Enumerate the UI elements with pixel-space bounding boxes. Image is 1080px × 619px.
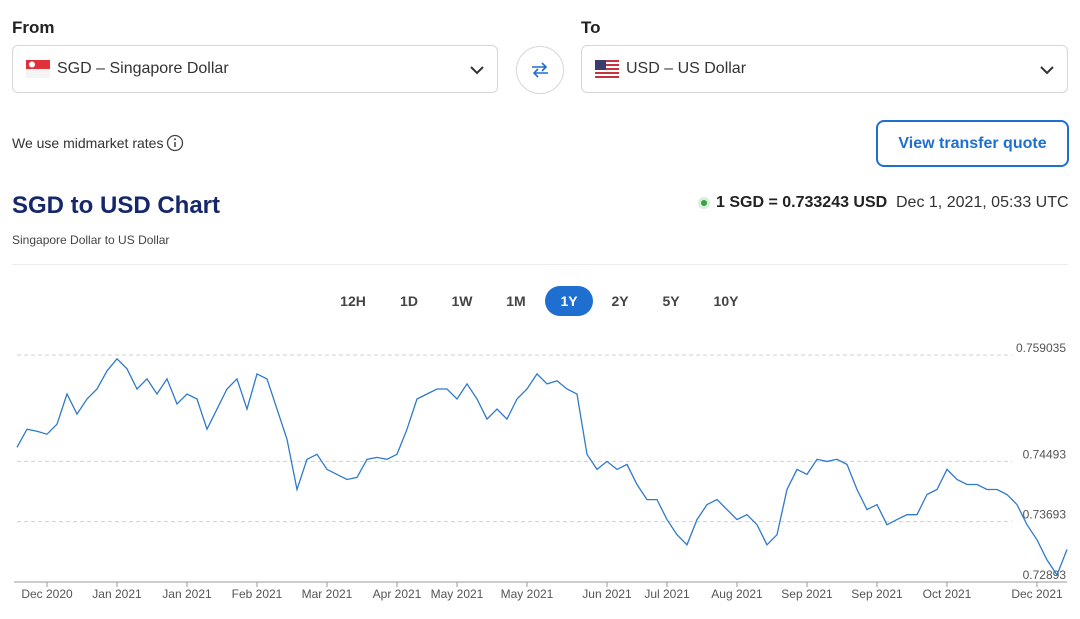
x-tick-label: Oct 2021 [923, 587, 972, 601]
from-currency: SGD – Singapore Dollar [57, 60, 229, 77]
info-icon[interactable] [166, 134, 184, 152]
y-tick-label: 0.74493 [1023, 447, 1067, 461]
y-tick-label: 0.72893 [1023, 568, 1067, 582]
x-tick-label: Aug 2021 [711, 587, 763, 601]
x-tick-label: May 2021 [431, 587, 484, 601]
transfer-quote-button[interactable]: View transfer quote [876, 120, 1069, 167]
x-tick-label: May 2021 [501, 587, 554, 601]
x-tick-label: Jan 2021 [162, 587, 212, 601]
x-tick-label: Apr 2021 [373, 587, 422, 601]
swap-icon [532, 62, 548, 78]
y-tick-label: 0.73693 [1023, 508, 1067, 522]
chart-subtitle: Singapore Dollar to US Dollar [12, 233, 170, 247]
period-button[interactable]: 1Y [545, 286, 593, 316]
period-button[interactable]: 1D [400, 293, 418, 309]
x-tick-label: Feb 2021 [232, 587, 283, 601]
swap-button[interactable] [516, 46, 564, 94]
us-flag [595, 60, 619, 78]
rate-value: 1 SGD = 0.733243 USD [716, 194, 888, 211]
x-tick-label: Mar 2021 [302, 587, 353, 601]
from-label: From [12, 18, 55, 37]
x-tick-label: Sep 2021 [851, 587, 903, 601]
x-tick-label: Dec 2021 [1011, 587, 1063, 601]
period-button[interactable]: 1M [506, 293, 526, 309]
rate-note: We use midmarket rates [12, 135, 164, 151]
chevron [1040, 66, 1054, 75]
to-select[interactable]: USD – US Dollar [581, 45, 1068, 93]
period-button[interactable]: 5Y [662, 293, 680, 309]
chart-title: SGD to USD Chart [12, 192, 221, 219]
x-tick-label: Dec 2020 [21, 587, 73, 601]
x-tick-label: Jul 2021 [644, 587, 690, 601]
to-currency: USD – US Dollar [626, 60, 747, 77]
from-select[interactable]: SGD – Singapore Dollar [12, 45, 498, 93]
rate-line [16, 357, 1068, 577]
sg-flag [26, 60, 50, 78]
x-tick-label: Sep 2021 [781, 587, 833, 601]
period-button[interactable]: 10Y [713, 293, 739, 309]
live-dot [698, 197, 710, 209]
x-tick-label: Jan 2021 [92, 587, 142, 601]
period-button[interactable]: 1W [451, 293, 473, 309]
period-button[interactable]: 2Y [611, 293, 629, 309]
x-tick-label: Jun 2021 [582, 587, 632, 601]
to-label: To [581, 18, 601, 37]
y-tick-label: 0.759035 [1016, 341, 1066, 355]
period-button[interactable]: 12H [340, 293, 366, 309]
rate-time: Dec 1, 2021, 05:33 UTC [896, 194, 1069, 211]
divider [12, 264, 1068, 265]
chevron [470, 66, 484, 75]
